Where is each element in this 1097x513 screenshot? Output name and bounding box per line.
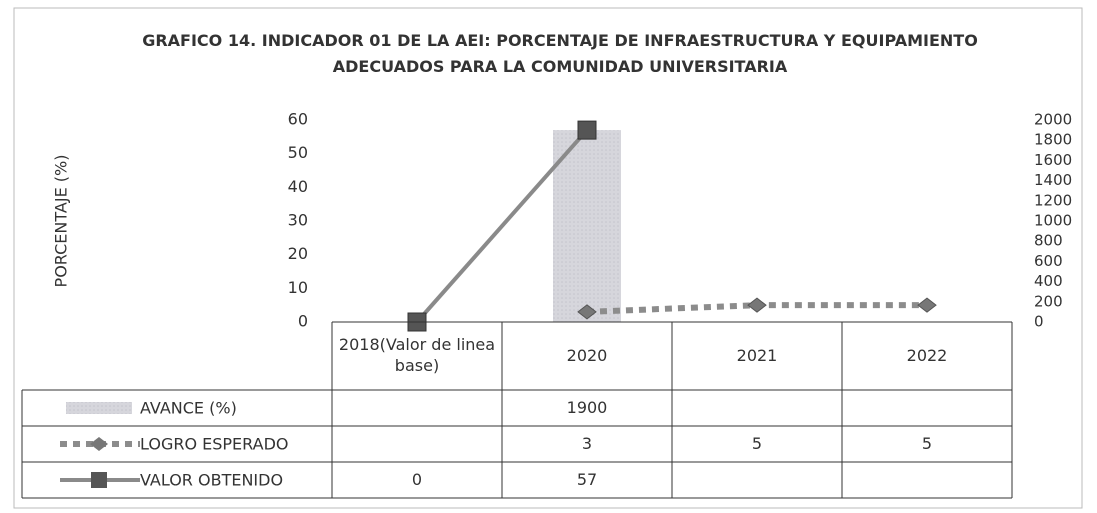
y2-tick-label: 1000 bbox=[1034, 212, 1072, 230]
legend-swatch bbox=[66, 402, 132, 414]
category-label: 2018(Valor de linea base) bbox=[338, 335, 496, 375]
chart-title: GRAFICO 14. INDICADOR 01 DE LA AEI: PORC… bbox=[142, 31, 978, 76]
bar bbox=[553, 130, 621, 322]
y-axis-label: PORCENTAJE (%) bbox=[52, 155, 71, 288]
table-value: 5 bbox=[921, 433, 933, 453]
y2-tick-label: 1600 bbox=[1034, 151, 1072, 169]
table-cell-box: 2020 bbox=[566, 345, 608, 365]
y2-tick-label: 1200 bbox=[1034, 191, 1072, 209]
y-tick-label: 60 bbox=[288, 110, 308, 129]
diamond-marker bbox=[747, 297, 767, 313]
table-cell-box: 5 bbox=[921, 433, 933, 453]
diamond-marker bbox=[917, 297, 937, 313]
category-label: 2022 bbox=[906, 345, 948, 365]
legend-label: LOGRO ESPERADO bbox=[140, 435, 288, 454]
legend-label: VALOR OBTENIDO bbox=[140, 471, 283, 490]
y2-tick-label: 0 bbox=[1034, 313, 1044, 331]
y-tick-label: 50 bbox=[288, 143, 308, 162]
legend-marker bbox=[91, 472, 107, 488]
table-cell-box: 5 bbox=[751, 433, 763, 453]
table-cell-box: 3 bbox=[581, 433, 593, 453]
table-cell-box: 0 bbox=[411, 469, 423, 489]
table-value: 5 bbox=[751, 433, 763, 453]
y2-tick-label: 400 bbox=[1034, 272, 1063, 290]
y-tick-label: 40 bbox=[288, 177, 308, 196]
y2-tick-label: 1800 bbox=[1034, 131, 1072, 149]
chart-frame bbox=[13, 7, 1083, 509]
y2-tick-label: 1400 bbox=[1034, 171, 1072, 189]
diamond-marker bbox=[577, 304, 597, 320]
y2-tick-label: 200 bbox=[1034, 292, 1063, 310]
y-tick-label: 0 bbox=[298, 312, 308, 331]
table-value: 3 bbox=[581, 433, 593, 453]
y2-tick-label: 800 bbox=[1034, 232, 1063, 250]
y-tick-label: 20 bbox=[288, 244, 308, 263]
table-cell-box: 2022 bbox=[906, 345, 948, 365]
table-value: 1900 bbox=[566, 397, 608, 417]
series-line bbox=[415, 128, 589, 324]
category-label: 2020 bbox=[566, 345, 608, 365]
table-cell-box: 2018(Valor de linea base) bbox=[338, 335, 496, 375]
square-marker bbox=[577, 120, 597, 140]
y-tick-label: 30 bbox=[288, 211, 308, 230]
y-tick-label: 10 bbox=[288, 278, 308, 297]
legend-marker bbox=[90, 437, 108, 451]
category-label: 2021 bbox=[736, 345, 778, 365]
y2-tick-label: 2000 bbox=[1034, 111, 1072, 129]
legend-label: AVANCE (%) bbox=[140, 399, 237, 418]
table-value: 0 bbox=[411, 469, 423, 489]
table-cell-box: 2021 bbox=[736, 345, 778, 365]
table-cell-box: 1900 bbox=[566, 397, 608, 417]
table-value: 57 bbox=[576, 469, 598, 489]
table-cell-box: 57 bbox=[576, 469, 598, 489]
y2-tick-label: 600 bbox=[1034, 252, 1063, 270]
title-box: GRAFICO 14. INDICADOR 01 DE LA AEI: PORC… bbox=[142, 31, 978, 76]
